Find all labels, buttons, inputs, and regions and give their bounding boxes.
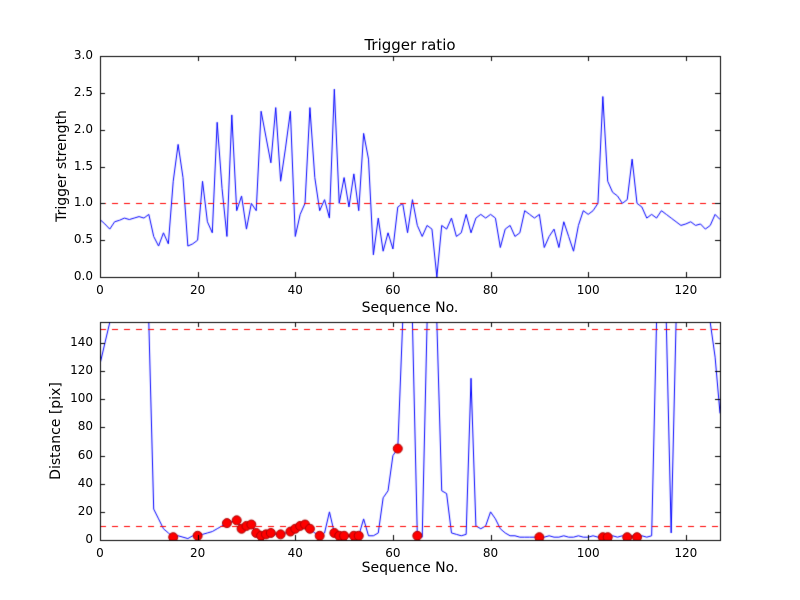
x-tick-label: 60 [385, 546, 401, 560]
x-tick-label: 20 [189, 546, 206, 560]
x-tick-label: 100 [576, 283, 600, 297]
x-tick-label: 40 [287, 283, 303, 297]
y-tick-label: 2.5 [73, 84, 93, 99]
y-tick-label: 140 [70, 335, 93, 350]
y-tick-label: 1.5 [73, 158, 93, 173]
x-tick-label: 120 [674, 546, 698, 560]
top-x-axis-label: Sequence No. [361, 300, 459, 316]
y-tick-label: 2.0 [73, 121, 93, 136]
y-tick-label: 3.0 [73, 48, 93, 62]
y-tick-label: 0.0 [73, 269, 93, 283]
x-tick-label: 40 [287, 546, 303, 560]
y-tick-label: 40 [77, 475, 93, 490]
x-tick-label: 120 [674, 283, 698, 297]
y-tick-label: 0 [85, 532, 93, 546]
x-tick-label: 80 [482, 283, 499, 297]
y-tick-label: 60 [77, 447, 93, 462]
y-tick-label: 1.0 [73, 195, 93, 210]
y-tick-label: 120 [70, 363, 93, 378]
y-tick-label: 0.5 [73, 232, 93, 247]
x-tick-label: 80 [482, 546, 499, 560]
chart-title: Trigger ratio [364, 36, 456, 54]
x-tick-label: 0 [96, 283, 104, 297]
y-tick-label: 20 [77, 503, 93, 518]
x-tick-label: 100 [576, 546, 600, 560]
y-tick-label: 80 [77, 419, 93, 434]
x-tick-label: 60 [385, 283, 401, 297]
x-tick-label: 0 [96, 546, 104, 560]
bottom-x-axis-label: Sequence No. [361, 560, 459, 576]
x-tick-label: 20 [189, 283, 206, 297]
y-tick-label: 100 [70, 391, 93, 406]
